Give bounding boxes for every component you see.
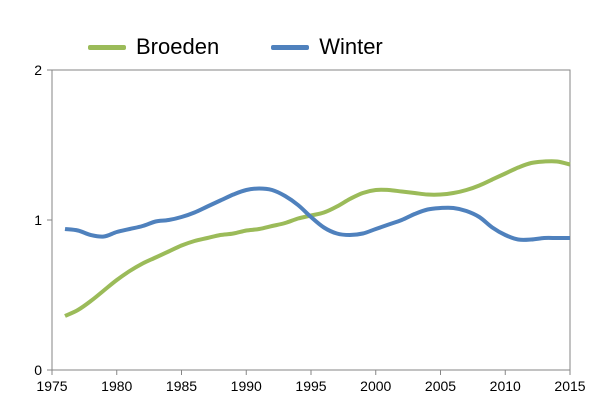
plot-area-border xyxy=(51,69,571,371)
x-tick-label: 1990 xyxy=(231,378,262,394)
legend-swatch-broeden xyxy=(88,44,126,50)
chart-legend: Broeden Winter xyxy=(88,34,435,60)
x-tick-label: 2010 xyxy=(490,378,521,394)
x-tick-label: 1995 xyxy=(295,378,326,394)
x-tick-label: 2015 xyxy=(554,378,585,394)
chart-tick-labels: 1975 1980 1985 1990 1995 2000 2005 2010 2015 0 1 2 xyxy=(34,62,586,394)
chart-axes xyxy=(47,69,571,375)
y-tick-label: 0 xyxy=(34,362,42,378)
legend-swatch-winter xyxy=(271,44,310,50)
x-tick-label: 2000 xyxy=(360,378,391,394)
y-tick-label: 1 xyxy=(34,212,42,228)
x-tick-label: 2005 xyxy=(425,378,456,394)
legend-label-broeden: Broeden xyxy=(136,34,220,59)
x-tick-label: 1975 xyxy=(36,378,67,394)
legend-item-broeden: Broeden xyxy=(88,34,219,60)
series-line-winter xyxy=(64,186,570,242)
series-line-broeden xyxy=(64,159,571,318)
chart-lines xyxy=(64,159,571,318)
legend-item-winter: Winter xyxy=(271,34,383,60)
y-tick-label: 2 xyxy=(34,62,42,78)
x-tick-label: 1980 xyxy=(101,378,132,394)
legend-label-winter: Winter xyxy=(319,34,383,59)
x-tick-label: 1985 xyxy=(166,378,197,394)
